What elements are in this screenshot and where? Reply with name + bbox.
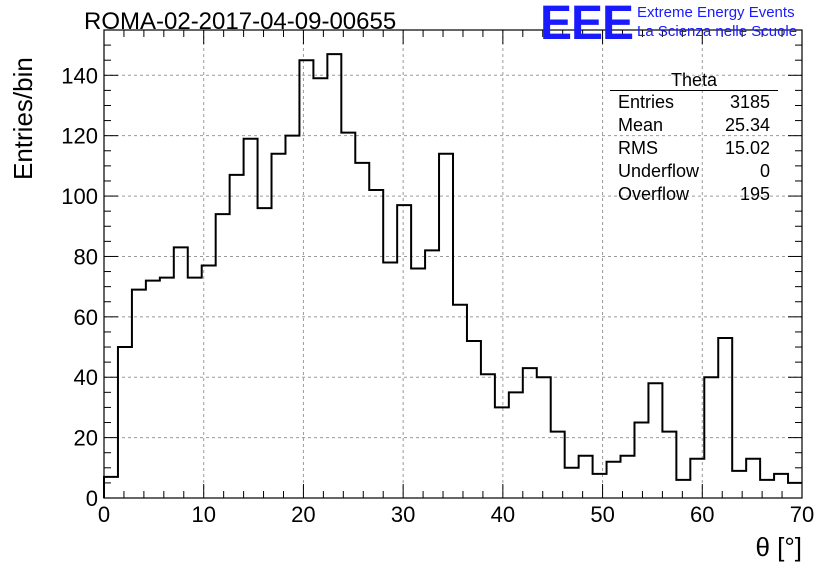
histogram-bin — [272, 154, 286, 498]
histogram-bin — [634, 423, 648, 498]
histogram-bin — [565, 468, 579, 498]
y-tick-label: 140 — [61, 63, 98, 88]
histogram-bin — [551, 432, 565, 498]
x-tick-label: 20 — [291, 502, 315, 527]
stats-value: 195 — [739, 184, 770, 204]
histogram-bin — [509, 392, 523, 498]
histogram-bin — [146, 281, 160, 498]
y-tick-label: 40 — [74, 365, 98, 390]
logo-text: Extreme Energy Events La Scienza nelle S… — [637, 3, 797, 41]
stats-label: Overflow — [618, 184, 690, 204]
x-tick-label: 30 — [391, 502, 415, 527]
stats-row: Mean 25.34 — [610, 114, 778, 137]
histogram-bin — [523, 368, 537, 498]
y-tick-label: 0 — [86, 486, 98, 511]
histogram-bin — [746, 459, 760, 498]
y-tick-label: 60 — [74, 305, 98, 330]
x-tick-label: 70 — [790, 502, 814, 527]
histogram-bin — [244, 139, 258, 498]
x-tick-label: 60 — [690, 502, 714, 527]
histogram-bin — [299, 60, 313, 498]
stats-box: Theta Entries 3185 Mean 25.34 RMS 15.02 Und… — [610, 70, 778, 206]
stats-value: 15.02 — [724, 138, 770, 158]
histogram-bin — [369, 190, 383, 498]
stats-label: Entries — [618, 92, 675, 112]
histogram-bin — [467, 341, 481, 498]
histogram-bin — [760, 480, 774, 498]
histogram-bin — [313, 78, 327, 498]
histogram-bin — [481, 374, 495, 498]
histogram-bin — [202, 266, 216, 498]
histogram-bin — [327, 54, 341, 498]
stats-row: Overflow 195 — [610, 183, 778, 206]
histogram-bin — [732, 471, 746, 498]
stats-value: 3185 — [729, 92, 770, 112]
stats-label: Mean — [618, 115, 664, 135]
histogram-bin — [285, 136, 299, 498]
logo-line-2: La Scienza nelle Scuole — [637, 23, 798, 40]
histogram-bin — [341, 133, 355, 498]
histogram-bin — [174, 247, 188, 498]
histogram-bin — [104, 477, 118, 498]
histogram-bin — [718, 338, 732, 498]
x-tick-label: 10 — [191, 502, 215, 527]
histogram-bin — [258, 208, 272, 498]
histogram-bin — [453, 305, 467, 498]
histogram-bin — [788, 483, 802, 498]
histogram-bin — [216, 214, 230, 498]
stats-title: Theta — [610, 70, 778, 91]
histogram-bin — [690, 459, 704, 498]
histogram-bin — [230, 175, 244, 498]
stats-row: RMS 15.02 — [610, 137, 778, 160]
histogram-bin — [662, 432, 676, 498]
histogram-bin — [160, 278, 174, 498]
y-tick-label: 80 — [74, 244, 98, 269]
histogram-bin — [704, 377, 718, 498]
histogram-bin — [537, 377, 551, 498]
histogram-bin — [118, 347, 132, 498]
histogram-bin — [676, 480, 690, 498]
x-tick-label: 50 — [590, 502, 614, 527]
y-axis-label: Entries/bin — [8, 57, 38, 180]
histogram-bin — [425, 250, 439, 498]
eee-logo: EEE — [540, 0, 634, 50]
x-axis-label: θ [°] — [755, 532, 802, 562]
histogram-bin — [439, 154, 453, 498]
histogram-bin — [411, 269, 425, 498]
y-tick-label: 20 — [74, 426, 98, 451]
histogram-bin — [355, 163, 369, 498]
stats-value: 25.34 — [724, 115, 770, 135]
stats-row: Underflow 0 — [610, 160, 778, 183]
x-tick-label: 40 — [491, 502, 515, 527]
stats-value: 0 — [759, 161, 770, 181]
stats-label: Underflow — [618, 161, 700, 181]
histogram-outline — [103, 53, 802, 498]
histogram-bin — [648, 383, 662, 498]
x-tick-label: 0 — [98, 502, 110, 527]
y-tick-label: 100 — [61, 184, 98, 209]
histogram-bin — [774, 474, 788, 498]
histogram-bin — [607, 462, 621, 498]
y-tick-label: 120 — [61, 124, 98, 149]
chart-title: ROMA-02-2017-04-09-00655 — [84, 8, 397, 35]
stats-row: Entries 3185 — [610, 91, 778, 114]
plot-frame — [103, 29, 803, 499]
histogram-bin — [132, 290, 146, 498]
stats-label: RMS — [618, 138, 658, 158]
histogram-bin — [579, 456, 593, 498]
histogram-bin — [188, 278, 202, 498]
histogram-bin — [495, 407, 509, 498]
logo-line-1: Extreme Energy Events — [637, 4, 795, 21]
histogram-bin — [593, 474, 607, 498]
histogram-bin — [397, 205, 411, 498]
histogram-bin — [621, 456, 635, 498]
histogram-bin — [383, 262, 397, 498]
